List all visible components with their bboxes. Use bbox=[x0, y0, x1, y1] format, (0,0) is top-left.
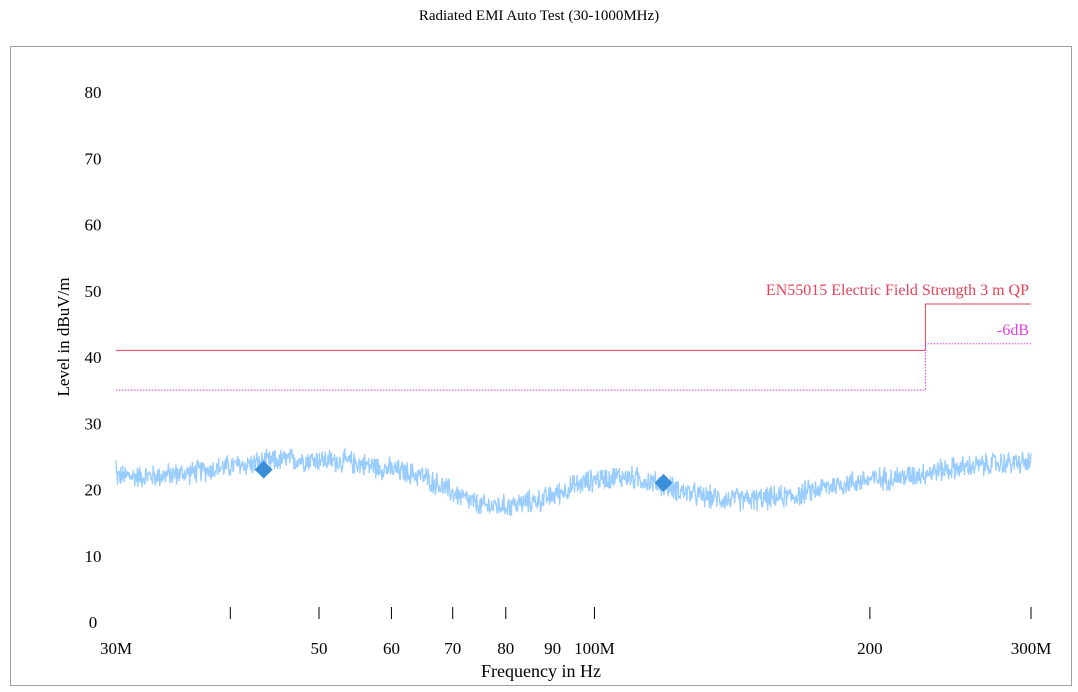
x-axis-label: Frequency in Hz bbox=[481, 661, 601, 681]
x-tick-label: 300M bbox=[1011, 639, 1052, 658]
limit-line-qp bbox=[116, 303, 1031, 351]
limit-line-label: EN55015 Electric Field Strength 3 m QP bbox=[766, 282, 1029, 299]
y-tick-label: 20 bbox=[85, 481, 102, 500]
peak-marker bbox=[254, 460, 273, 479]
x-tick-label: 50 bbox=[310, 639, 327, 658]
y-tick-label: 40 bbox=[85, 348, 102, 367]
chart-title: Radiated EMI Auto Test (30-1000MHz) bbox=[418, 8, 660, 24]
y-axis-label: Level in dBuV/m bbox=[54, 278, 73, 397]
y-tick-label: 50 bbox=[85, 282, 102, 301]
x-axis: 30M 50 60 70 80 90 100M 200 300M bbox=[100, 607, 1051, 658]
series-trace bbox=[115, 447, 1032, 516]
y-tick-label: 0 bbox=[89, 613, 98, 632]
x-tick-label: 70 bbox=[444, 639, 461, 658]
y-tick-label: 30 bbox=[85, 414, 102, 433]
limit-lines: EN55015 Electric Field Strength 3 m QP -6… bbox=[116, 282, 1031, 391]
x-tick-label: 80 bbox=[497, 639, 514, 658]
x-tick-label: 30M bbox=[100, 639, 132, 658]
series-layer bbox=[115, 447, 1032, 516]
y-axis: 0 10 20 30 40 50 60 70 80 bbox=[85, 83, 102, 632]
peak-marker bbox=[654, 473, 673, 492]
x-tick-label: 200 bbox=[857, 639, 883, 658]
y-tick-label: 70 bbox=[85, 149, 102, 168]
x-tick-label: 90 bbox=[544, 639, 561, 658]
y-tick-label: 60 bbox=[85, 216, 102, 235]
y-tick-label: 80 bbox=[85, 83, 102, 102]
chart-frame: 0 10 20 30 40 50 60 70 80 30M 50 60 70 80 90 100M 200 30… bbox=[10, 46, 1072, 686]
margin-line-label: -6dB bbox=[997, 322, 1029, 339]
marker-layer bbox=[254, 460, 673, 492]
x-tick-label: 60 bbox=[383, 639, 400, 658]
x-tick-label: 100M bbox=[574, 639, 615, 658]
y-tick-label: 10 bbox=[85, 547, 102, 566]
